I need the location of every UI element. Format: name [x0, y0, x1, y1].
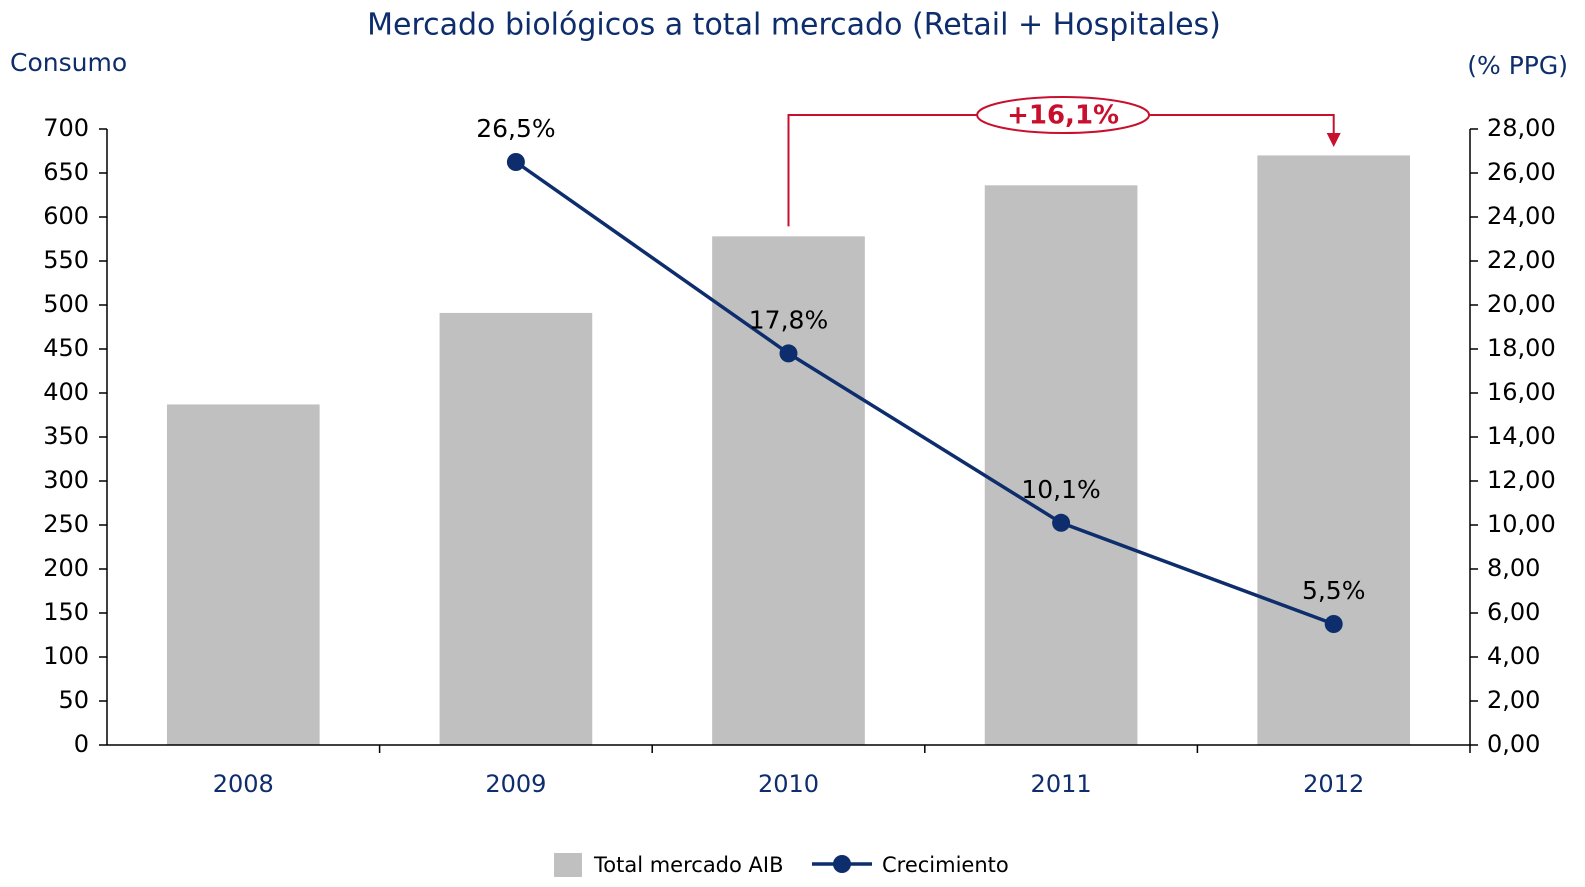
annotation: +16,1% [1007, 101, 1119, 131]
y2-tick-label: 18,00 [1487, 334, 1556, 362]
legend-swatch [554, 853, 582, 877]
data-label: 5,5% [1302, 576, 1366, 605]
y2-tick-label: 8,00 [1487, 554, 1540, 582]
y2-tick-label: 2,00 [1487, 686, 1540, 714]
bar [1257, 155, 1411, 745]
line-marker [1052, 513, 1071, 532]
y-tick-label: 700 [43, 114, 89, 142]
y2-axis-label: (% PPG) [1467, 51, 1568, 80]
y-tick-label: 300 [43, 466, 89, 494]
y-tick-label: 450 [43, 334, 89, 362]
x-tick-label: 2011 [1031, 770, 1092, 798]
bar [439, 312, 593, 745]
y-tick-label: 250 [43, 510, 89, 538]
y2-tick-label: 28,00 [1487, 114, 1556, 142]
bar [984, 185, 1138, 745]
y2-tick-label: 12,00 [1487, 466, 1556, 494]
y2-tick-label: 24,00 [1487, 202, 1556, 230]
y-tick-label: 50 [58, 686, 89, 714]
bar [166, 404, 320, 745]
chart-title: Mercado biológicos a total mercado (Reta… [367, 8, 1221, 43]
bar [712, 236, 865, 746]
line-marker [779, 344, 798, 363]
legend-label: Crecimiento [882, 853, 1009, 877]
y-tick-label: 600 [43, 202, 89, 230]
x-tick-label: 2010 [758, 770, 819, 798]
y2-tick-label: 14,00 [1487, 422, 1556, 450]
y-axis-label: Consumo [10, 48, 127, 77]
y2-tick-label: 0,00 [1487, 730, 1540, 758]
line-marker [1324, 615, 1343, 633]
y-tick-label: 500 [43, 290, 89, 318]
data-label: 10,1% [1021, 475, 1100, 504]
y2-tick-label: 16,00 [1487, 378, 1556, 406]
annotation-oval [976, 96, 1151, 134]
x-tick-label: 2008 [213, 770, 274, 798]
data-label: 17,8% [749, 305, 828, 334]
x-tick-label: 2009 [485, 770, 546, 798]
y-tick-label: 100 [43, 642, 89, 670]
x-tick-label: 2012 [1303, 770, 1364, 798]
y2-tick-label: 22,00 [1487, 246, 1556, 274]
y-tick-label: 150 [43, 598, 89, 626]
y-tick-label: 0 [74, 730, 89, 758]
y2-tick-label: 6,00 [1487, 598, 1540, 626]
y-tick-label: 350 [43, 422, 89, 450]
line-marker [506, 153, 525, 171]
y2-tick-label: 26,00 [1487, 158, 1556, 186]
line [514, 160, 1335, 626]
y2-tick-label: 10,00 [1487, 510, 1556, 538]
data-label: 26,5% [476, 114, 555, 143]
y-tick-label: 550 [43, 246, 89, 274]
annotation-arrow [1326, 133, 1341, 147]
y-tick-label: 650 [43, 158, 89, 186]
legend-label: Total mercado AIB [593, 853, 784, 877]
y-tick-label: 400 [43, 378, 89, 406]
y-tick-label: 200 [43, 554, 89, 582]
legend-marker [833, 855, 851, 873]
y2-tick-label: 20,00 [1487, 290, 1556, 318]
y2-tick-label: 4,00 [1487, 642, 1540, 670]
